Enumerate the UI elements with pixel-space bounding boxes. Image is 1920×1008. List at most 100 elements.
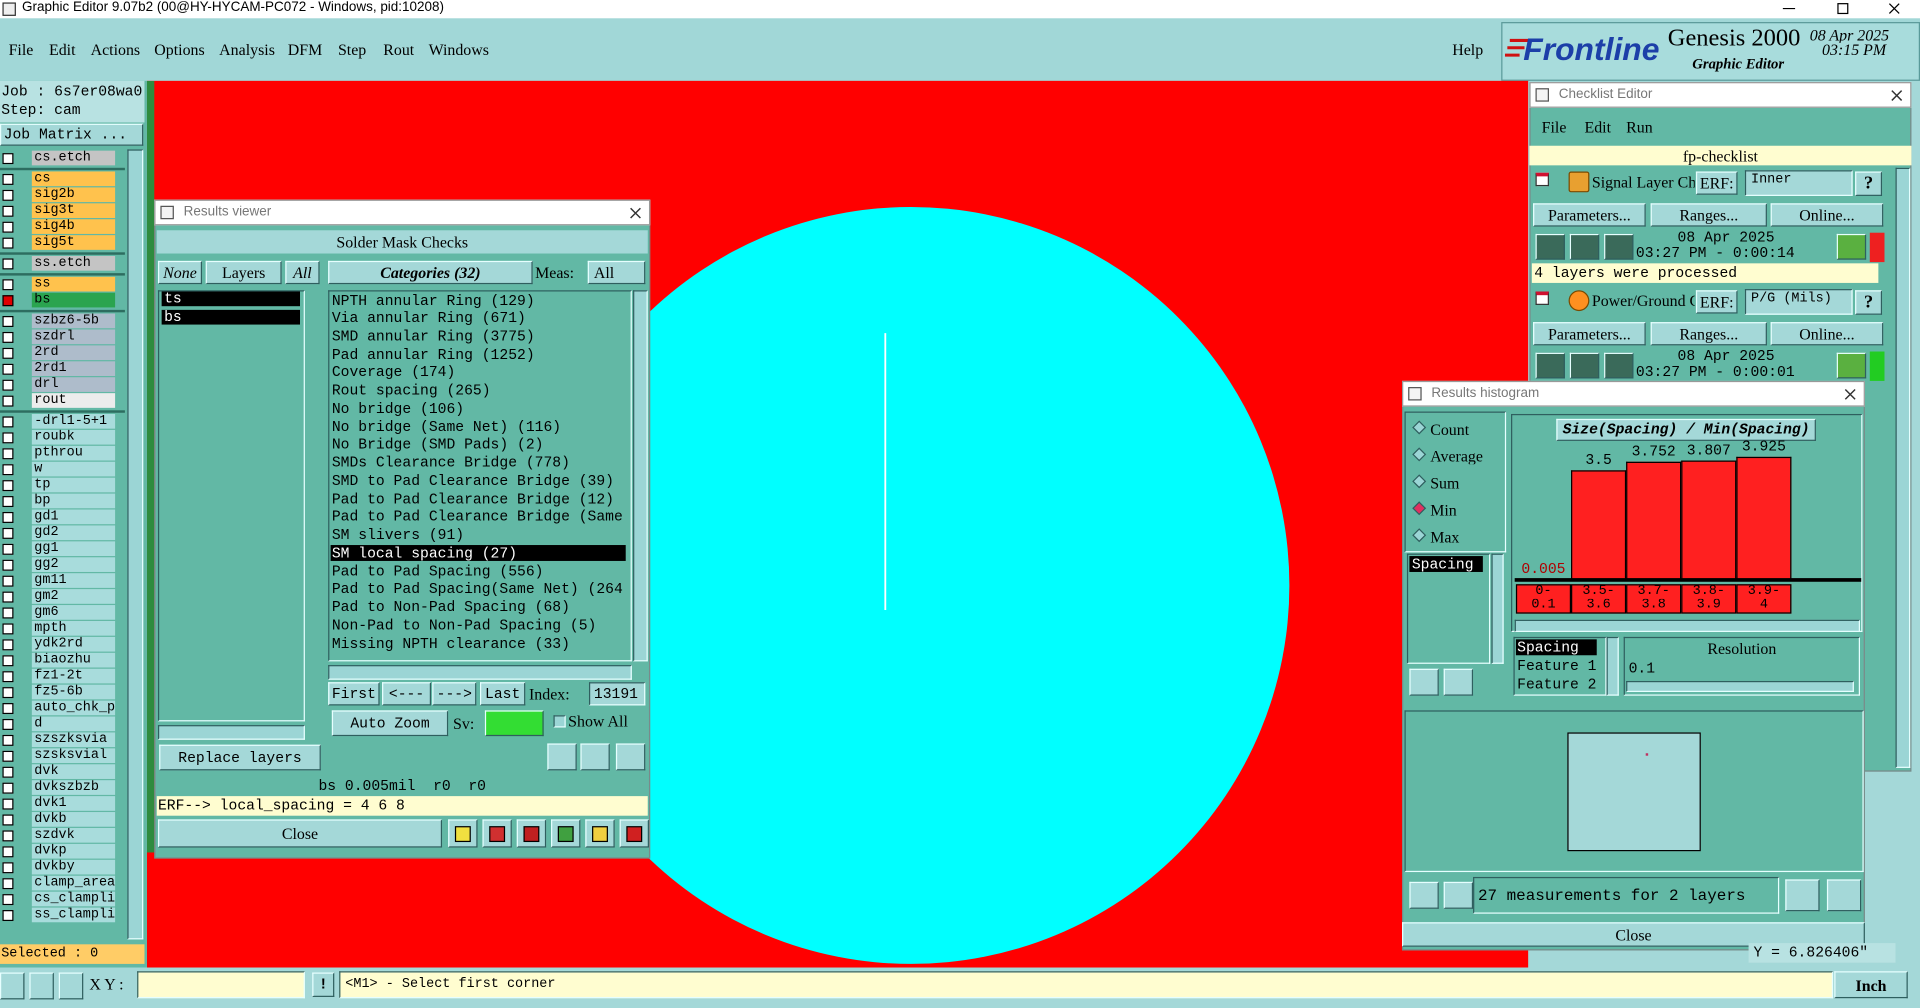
feature-item[interactable]: Spacing: [1515, 639, 1597, 656]
icon-button[interactable]: [1409, 881, 1439, 909]
mode-label[interactable]: Min: [1430, 502, 1457, 519]
none-button[interactable]: None: [157, 260, 203, 285]
layer-name[interactable]: rout: [31, 393, 116, 408]
xy-input[interactable]: [137, 971, 305, 999]
nav-button[interactable]: Last: [480, 682, 526, 706]
layer-name[interactable]: 2rd1: [31, 361, 116, 377]
close-x[interactable]: [1844, 388, 1856, 400]
category-item[interactable]: SMDs Clearance Bridge (778): [331, 455, 570, 472]
icon-button[interactable]: [1836, 352, 1867, 379]
category-item[interactable]: Missing NPTH clearance (33): [331, 635, 570, 652]
layer-checkbox[interactable]: [2, 607, 14, 619]
layer-name[interactable]: tp: [31, 477, 116, 493]
category-item[interactable]: Pad to Pad Spacing (556): [331, 563, 544, 580]
layer-checkbox[interactable]: [2, 173, 14, 185]
measure-item[interactable]: Spacing: [1409, 556, 1483, 572]
icon-button[interactable]: [1535, 352, 1565, 379]
layer-checkbox[interactable]: [2, 703, 14, 715]
layer-checkbox[interactable]: [2, 464, 14, 476]
units-dropdown[interactable]: Inch: [1834, 971, 1908, 999]
layer-checkbox[interactable]: [2, 575, 14, 587]
icon-button[interactable]: [1409, 668, 1439, 696]
category-item[interactable]: Coverage (174): [331, 364, 456, 381]
close[interactable]: [1888, 3, 1900, 14]
layer-name[interactable]: auto_chk_pn: [31, 700, 116, 716]
layer-name[interactable]: -drl1-5+1: [31, 413, 116, 429]
menu-item[interactable]: Rout: [383, 41, 415, 59]
layer-name[interactable]: cs: [31, 171, 116, 187]
radio-diamond[interactable]: [1412, 447, 1427, 462]
category-item[interactable]: Pad to Non-Pad Spacing (68): [331, 599, 570, 616]
layer-checkbox[interactable]: [2, 718, 14, 730]
layer-name[interactable]: szszksvia: [31, 732, 116, 748]
layer-name[interactable]: sig2b: [31, 187, 116, 203]
category-item[interactable]: SMD to Pad Clearance Bridge (39): [331, 473, 615, 490]
layer-name[interactable]: 2rd: [31, 345, 116, 361]
erf-button[interactable]: ERF:: [1695, 171, 1738, 195]
layer-name[interactable]: szsksvial: [31, 748, 116, 764]
layer-checkbox[interactable]: [2, 237, 14, 249]
action-button[interactable]: Ranges...: [1650, 203, 1767, 227]
layer-checkbox[interactable]: [2, 527, 14, 539]
icon-button[interactable]: [482, 819, 512, 848]
rv-layer-item[interactable]: ts: [161, 291, 301, 307]
layer-checkbox[interactable]: [2, 591, 14, 603]
icon-button[interactable]: [58, 972, 84, 1000]
category-item[interactable]: Pad annular Ring (1252): [331, 346, 535, 363]
resolution-slider[interactable]: [1626, 680, 1854, 693]
layer-name[interactable]: clamp_area: [31, 875, 116, 891]
menu-item[interactable]: Options: [154, 41, 205, 59]
layer-checkbox[interactable]: [2, 910, 14, 922]
layer-checkbox[interactable]: [2, 511, 14, 523]
layer-name[interactable]: ydk2rd: [31, 636, 116, 652]
menu-item[interactable]: File: [8, 41, 34, 59]
category-item[interactable]: Non-Pad to Non-Pad Spacing (5): [331, 617, 597, 634]
menu-item[interactable]: Edit: [48, 41, 76, 59]
erf-button[interactable]: ERF:: [1695, 290, 1738, 314]
feature-item[interactable]: Feature 1: [1517, 657, 1597, 674]
menu-item[interactable]: Step: [337, 41, 367, 59]
menu-item[interactable]: Analysis: [219, 41, 275, 59]
layer-checkbox[interactable]: [2, 347, 14, 359]
action-button[interactable]: Parameters...: [1533, 322, 1646, 346]
icon-button[interactable]: [1443, 881, 1474, 909]
layer-name[interactable]: gd1: [31, 509, 116, 525]
layer-name[interactable]: mpth: [31, 620, 116, 636]
layer-name[interactable]: cs.etch: [31, 150, 116, 166]
erf-field[interactable]: Inner: [1744, 170, 1853, 196]
layer-name[interactable]: d: [31, 716, 116, 732]
layer-name[interactable]: ss.etch: [31, 255, 116, 271]
layer-checkbox[interactable]: [2, 846, 14, 858]
layer-name[interactable]: gm6: [31, 605, 116, 620]
icon-button[interactable]: [1604, 233, 1634, 260]
rv-layer-item[interactable]: bs: [161, 309, 301, 325]
icon-button[interactable]: [29, 972, 54, 1000]
layer-checkbox[interactable]: [2, 623, 14, 635]
menu-item[interactable]: Windows: [428, 41, 489, 59]
icon-button[interactable]: [1569, 352, 1600, 379]
layer-name[interactable]: dvkp: [31, 843, 116, 859]
categories-button[interactable]: Categories (32): [328, 260, 533, 285]
layer-checkbox[interactable]: [2, 559, 14, 571]
action-button[interactable]: Online...: [1770, 203, 1884, 227]
job-matrix-button[interactable]: Job Matrix ...: [0, 123, 144, 146]
layer-name[interactable]: dvkb: [31, 812, 116, 827]
close-x[interactable]: [630, 207, 641, 219]
action-button[interactable]: Parameters...: [1533, 203, 1646, 227]
action-checkbox[interactable]: [1535, 291, 1549, 305]
layer-checkbox[interactable]: [2, 878, 14, 890]
layer-checkbox[interactable]: [2, 416, 14, 428]
layer-name[interactable]: dvk1: [31, 796, 116, 811]
icon-button[interactable]: [1826, 879, 1862, 912]
action-checkbox[interactable]: [1535, 172, 1549, 187]
layer-checkbox[interactable]: [2, 480, 14, 492]
auto-zoom-dropdown[interactable]: Auto Zoom: [331, 710, 449, 737]
icon-button[interactable]: [619, 819, 649, 848]
warn-button[interactable]: !: [312, 972, 335, 997]
radio-diamond[interactable]: [1412, 528, 1427, 543]
layer-name[interactable]: dvkby: [31, 859, 116, 875]
layer-name[interactable]: szdvk: [31, 827, 116, 843]
layer-name[interactable]: sig4b: [31, 219, 116, 234]
layer-name[interactable]: szbz6-5b: [31, 313, 116, 329]
layer-checkbox[interactable]: [2, 363, 14, 375]
